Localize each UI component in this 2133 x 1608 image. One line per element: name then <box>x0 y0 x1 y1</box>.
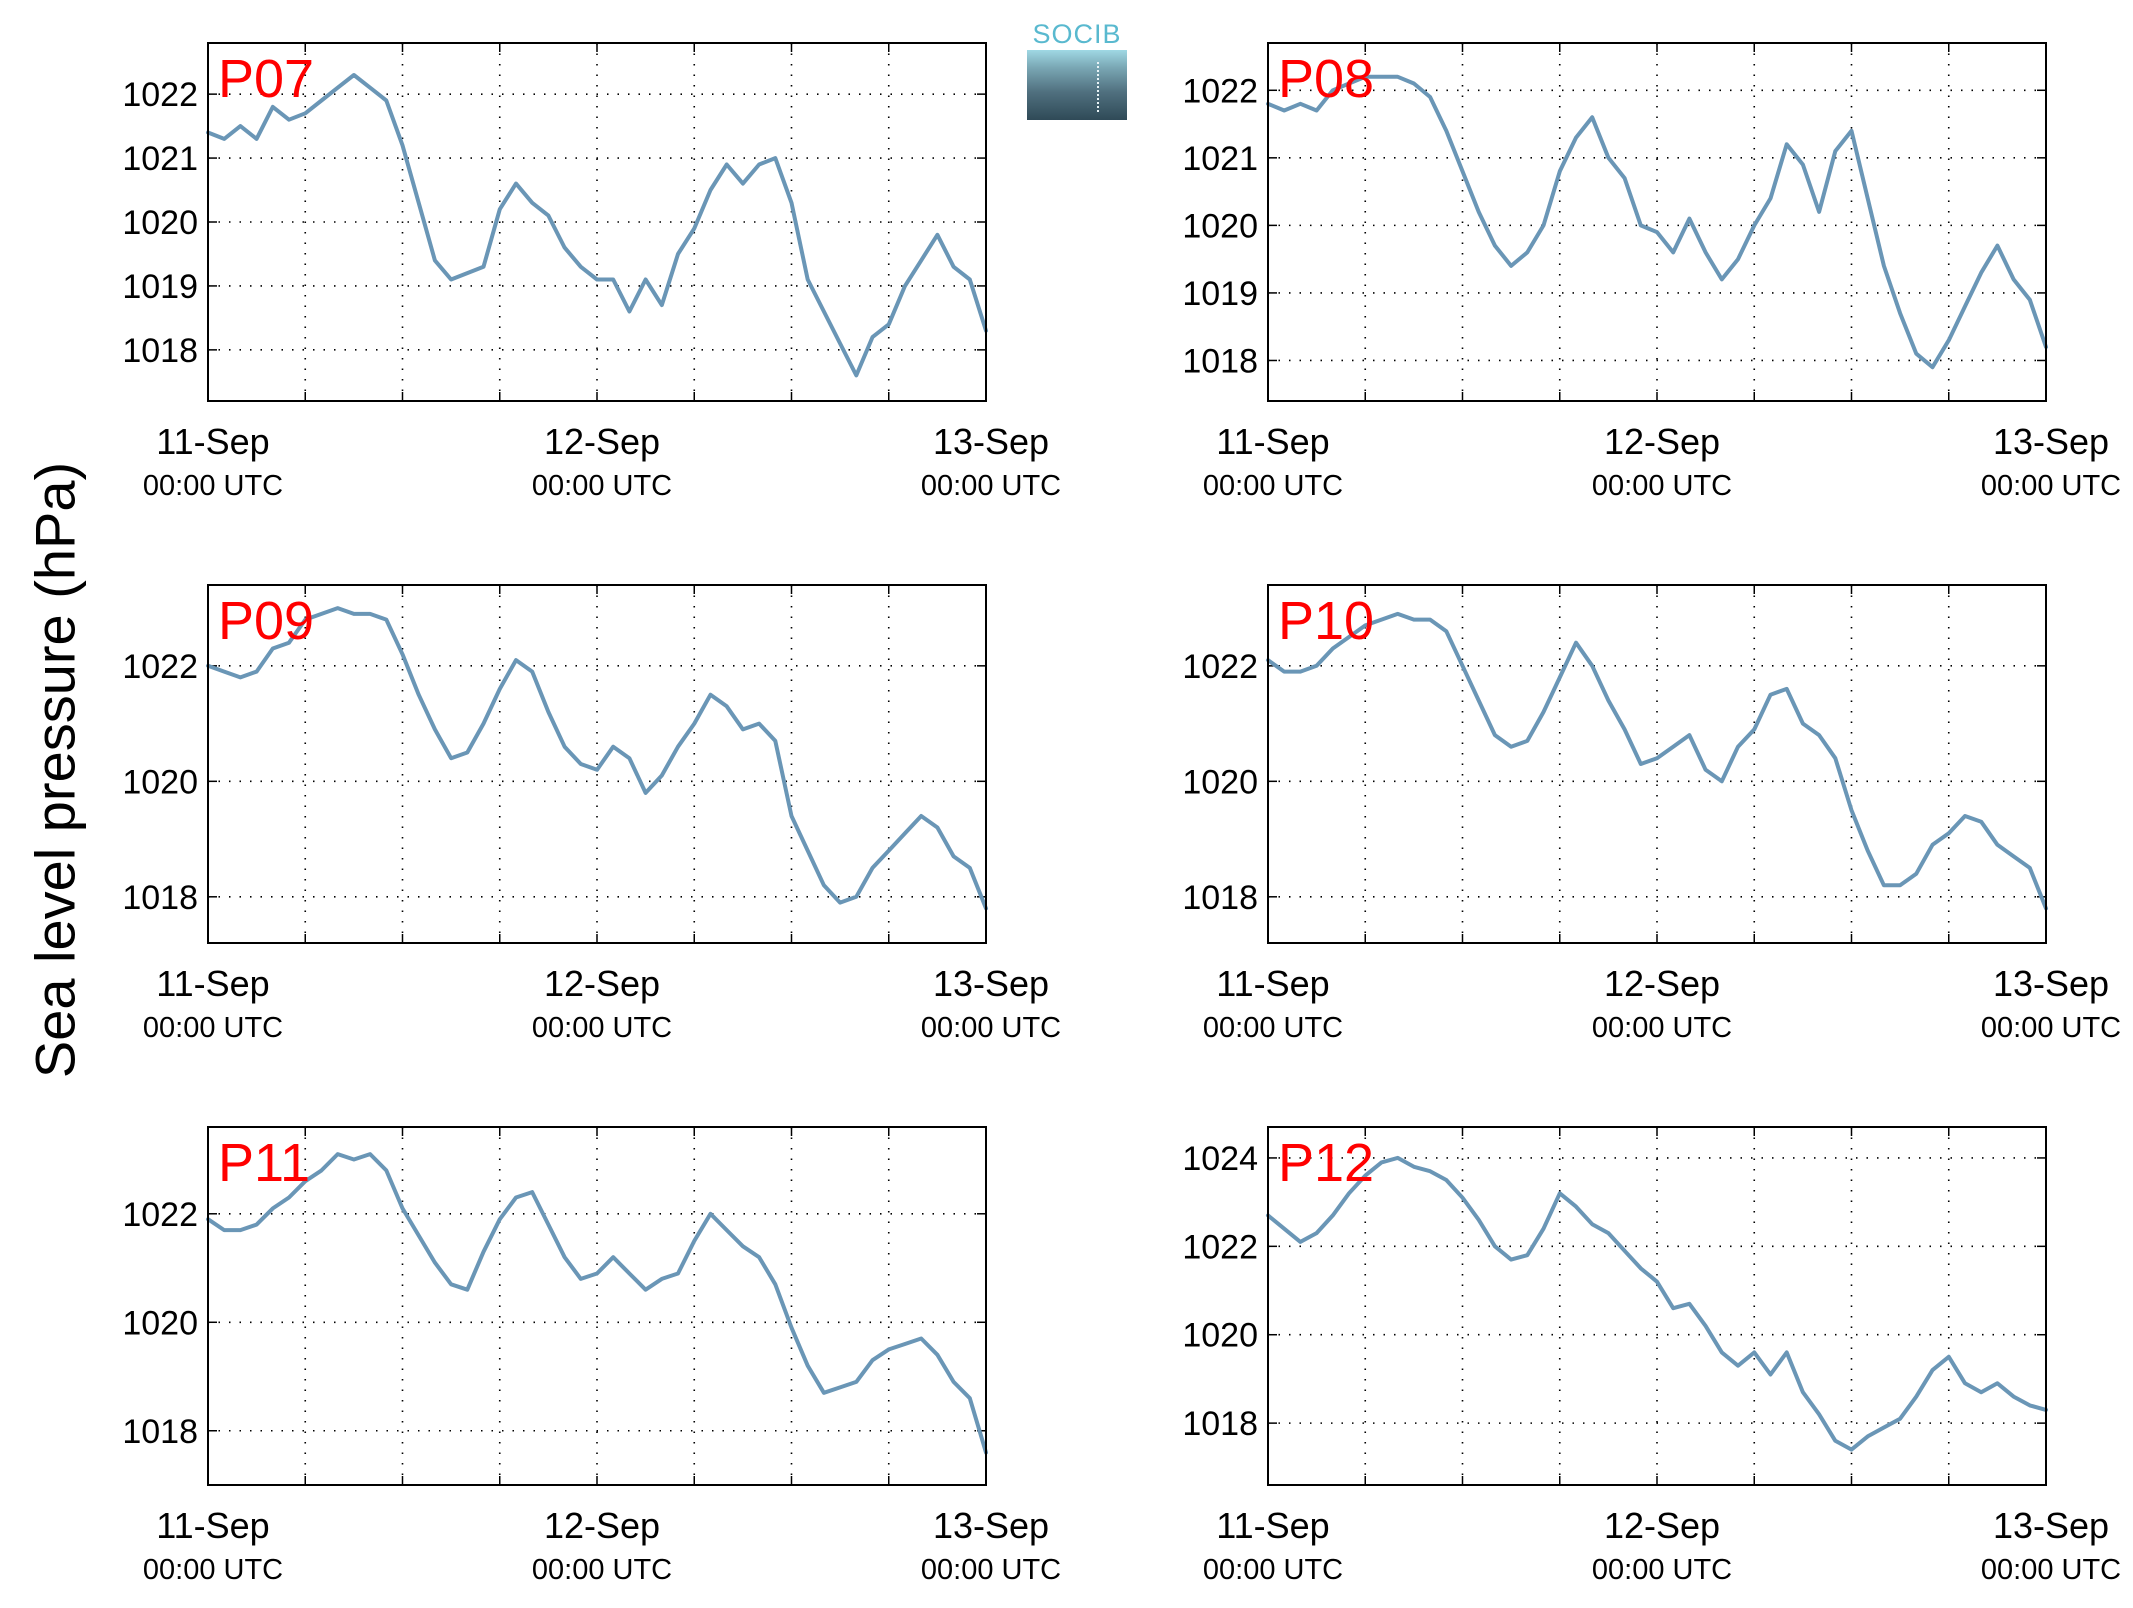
axes-frame <box>1267 1126 2047 1486</box>
x-tick-label-time: 00:00 UTC <box>1592 1012 1732 1044</box>
y-tick-label: 1020 <box>122 763 198 801</box>
panel-label: P12 <box>1278 1133 1374 1193</box>
x-tick-label-date: 12-Sep <box>544 963 660 1004</box>
x-tick-label-time: 00:00 UTC <box>1203 1012 1343 1044</box>
panel-label: P07 <box>218 49 314 109</box>
x-tick-label-date: 13-Sep <box>1993 421 2109 462</box>
y-tick-label: 1020 <box>1182 763 1258 801</box>
x-tick-label-time: 00:00 UTC <box>1981 1012 2121 1044</box>
x-tick-label-time: 00:00 UTC <box>1592 1554 1732 1586</box>
x-tick-label-date: 13-Sep <box>1993 963 2109 1004</box>
y-tick-label: 1021 <box>122 140 198 178</box>
panel-label: P08 <box>1278 49 1374 109</box>
series-line <box>206 73 988 378</box>
x-tick-label-date: 11-Sep <box>156 963 269 1004</box>
y-tick-label: 1020 <box>122 1304 198 1342</box>
y-tick-label: 1022 <box>1182 1228 1258 1266</box>
y-tick-label: 1018 <box>122 1413 198 1451</box>
y-tick-label: 1022 <box>122 76 198 114</box>
y-tick-label: 1022 <box>122 648 198 686</box>
x-tick-label-time: 00:00 UTC <box>532 470 672 502</box>
y-tick-label: 1022 <box>122 1196 198 1234</box>
x-tick-label-time: 00:00 UTC <box>1203 470 1343 502</box>
y-tick-label: 1019 <box>1182 275 1258 313</box>
x-tick-label-time: 00:00 UTC <box>1203 1554 1343 1586</box>
series-line <box>206 1152 988 1455</box>
axes-frame <box>1267 42 2047 402</box>
x-tick-label-time: 00:00 UTC <box>143 470 283 502</box>
series-line <box>1266 1155 2048 1452</box>
x-tick-label-date: 12-Sep <box>544 1505 660 1546</box>
y-tick-label: 1020 <box>1182 1317 1258 1355</box>
y-tick-label: 1024 <box>1182 1140 1258 1178</box>
x-tick-label-time: 00:00 UTC <box>921 470 1061 502</box>
logo-icon <box>1027 50 1127 120</box>
panel-p10: 1018 1020 1022 11-Sep 00:00 UTC 12-Sep 00:00 U… <box>1182 584 2121 1044</box>
panel-label: P09 <box>218 591 314 651</box>
y-tick-label: 1018 <box>1182 342 1258 380</box>
y-tick-label: 1019 <box>122 268 198 306</box>
y-tick-label: 1022 <box>1182 72 1258 110</box>
y-tick-label: 1018 <box>1182 879 1258 917</box>
x-tick-label-date: 11-Sep <box>1216 421 1329 462</box>
x-tick-label-date: 13-Sep <box>933 963 1049 1004</box>
y-tick-label: 1018 <box>122 879 198 917</box>
x-tick-label-time: 00:00 UTC <box>532 1554 672 1586</box>
x-tick-label-time: 00:00 UTC <box>1592 470 1732 502</box>
series-line <box>1266 611 2048 911</box>
y-tick-label: 1022 <box>1182 648 1258 686</box>
x-tick-label-date: 11-Sep <box>1216 1505 1329 1546</box>
x-tick-label-date: 11-Sep <box>156 421 269 462</box>
socib-logo: SOCIB <box>1027 18 1127 120</box>
x-tick-label-date: 11-Sep <box>156 1505 269 1546</box>
y-tick-label: 1020 <box>1182 207 1258 245</box>
x-tick-label-time: 00:00 UTC <box>921 1012 1061 1044</box>
y-tick-label: 1018 <box>1182 1405 1258 1443</box>
x-tick-label-time: 00:00 UTC <box>143 1554 283 1586</box>
x-tick-label-date: 12-Sep <box>1604 963 1720 1004</box>
x-tick-label-time: 00:00 UTC <box>921 1554 1061 1586</box>
y-tick-label: 1018 <box>122 332 198 370</box>
series-line <box>1266 74 2048 370</box>
x-tick-label-time: 00:00 UTC <box>1981 470 2121 502</box>
panel-p08: 1018 1019 1020 1021 1022 11-Sep 00:00 UTC 12-Se… <box>1182 42 2121 502</box>
panel-p12: 1018 1020 1022 1024 11-Sep 00:00 UTC 12-Sep 00:… <box>1182 1126 2121 1586</box>
x-tick-label-date: 13-Sep <box>933 1505 1049 1546</box>
panel-label: P11 <box>218 1133 310 1193</box>
x-tick-label-date: 11-Sep <box>1216 963 1329 1004</box>
series-line <box>206 606 988 911</box>
x-tick-label-time: 00:00 UTC <box>532 1012 672 1044</box>
x-tick-label-date: 12-Sep <box>1604 1505 1720 1546</box>
x-tick-label-date: 12-Sep <box>544 421 660 462</box>
y-tick-label: 1021 <box>1182 140 1258 178</box>
x-tick-label-time: 00:00 UTC <box>1981 1554 2121 1586</box>
x-tick-label-date: 12-Sep <box>1604 421 1720 462</box>
y-tick-label: 1020 <box>122 204 198 242</box>
axes-frame <box>207 584 987 944</box>
panel-p07: 1018 1019 1020 1021 1022 11-Sep 00:00 UTC 12-Se… <box>122 42 1061 502</box>
axes-frame <box>1267 584 2047 944</box>
x-tick-label-time: 00:00 UTC <box>143 1012 283 1044</box>
logo-text: SOCIB <box>1032 19 1122 49</box>
x-tick-label-date: 13-Sep <box>933 421 1049 462</box>
axes-frame <box>207 1126 987 1486</box>
panel-p09: 1018 1020 1022 11-Sep 00:00 UTC 12-Sep 00:00 U… <box>122 584 1061 1044</box>
x-tick-label-date: 13-Sep <box>1993 1505 2109 1546</box>
panel-label: P10 <box>1278 591 1374 651</box>
axes-frame <box>207 42 987 402</box>
panel-p11: 1018 1020 1022 11-Sep 00:00 UTC 12-Sep 00:00 U… <box>122 1126 1061 1586</box>
